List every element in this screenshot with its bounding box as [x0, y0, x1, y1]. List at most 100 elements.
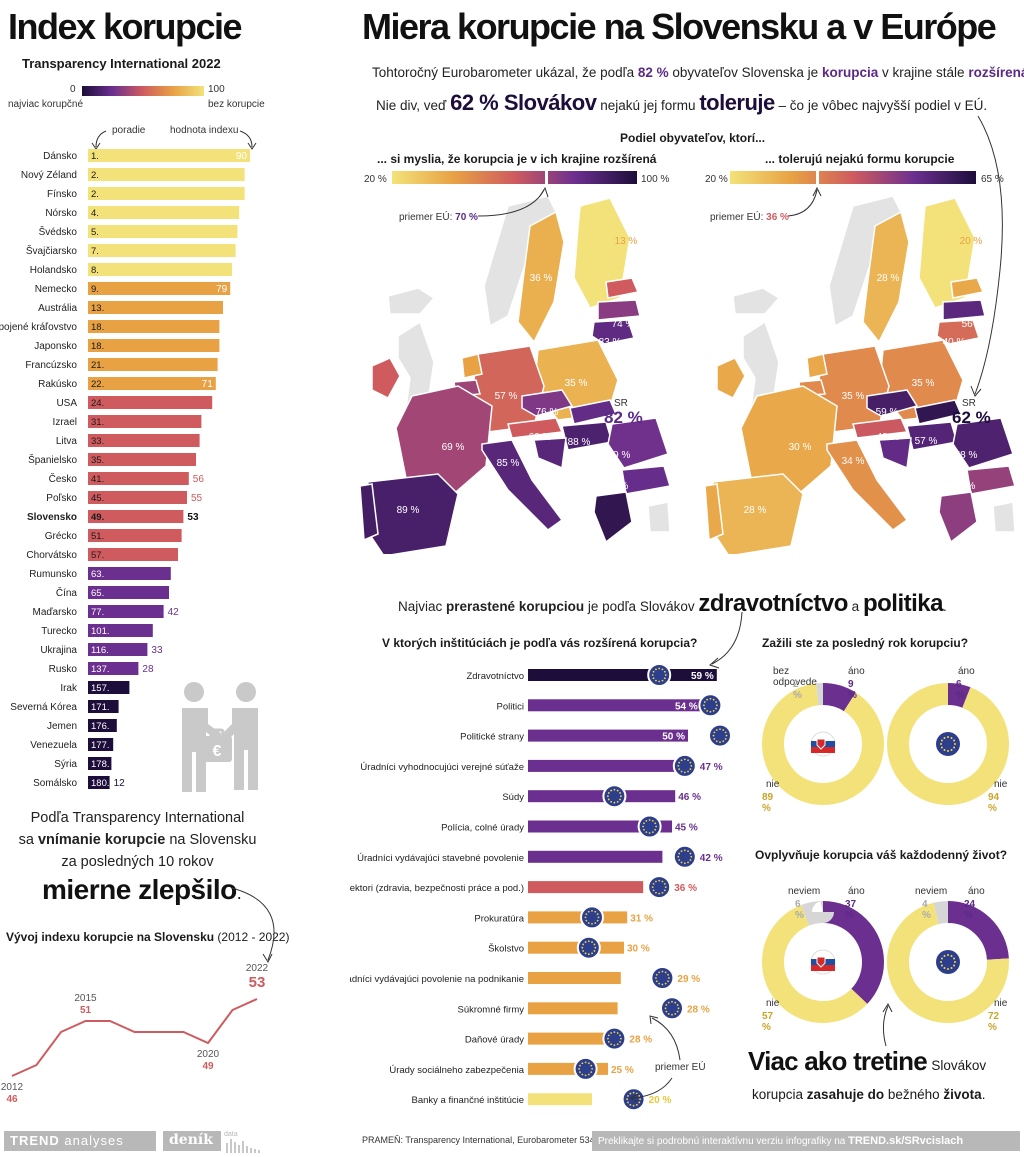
map-country-iceland: [732, 287, 781, 315]
cpi-rank-label: 18.: [91, 322, 104, 333]
cpi-rank-label: 176.: [91, 721, 110, 732]
sk-trend-year-label: 2020: [197, 1049, 220, 1060]
map-value-label: 13 %: [615, 236, 638, 247]
donut-conclusion-d: bežného: [887, 1087, 940, 1102]
cpi-country-label: Poľsko: [46, 493, 77, 504]
eu-average-badge: [650, 966, 675, 990]
institution-label: Zdravotníctvo: [466, 671, 524, 682]
donut-segment: [762, 683, 884, 805]
cpi-rank-label: 35.: [91, 455, 104, 466]
map-value-label: 59 %: [876, 407, 899, 418]
cpi-bar: [88, 548, 178, 561]
institution-bar: [528, 850, 663, 863]
institutions-intro-a: Najviac: [398, 599, 443, 614]
cpi-bar: [88, 643, 148, 656]
map-left-sr-value: 82 %: [604, 408, 643, 427]
header-line1-e: rozšírená: [968, 65, 1024, 80]
map-value-label: 43 %: [877, 432, 900, 443]
cpi-summary-line3: za posledných 10 rokov: [61, 854, 214, 870]
cpi-country-label: Austrália: [38, 303, 77, 314]
donut-q2-title: Ovplyvňuje korupcia váš každodenný život…: [755, 848, 1008, 862]
donut-q1-title: Zažili ste za posledný rok korupciu?: [762, 636, 969, 650]
cpi-bar: [88, 605, 164, 618]
institutions-eu-note: priemer EÚ: [655, 1062, 706, 1073]
institution-label: Úrady sociálneho zabezpečenia: [389, 1065, 524, 1076]
cpi-rank-label: 41.: [91, 474, 104, 485]
map-right-eu-value: 36 %: [766, 212, 789, 223]
cpi-bar: [88, 320, 220, 333]
cpi-rank-label: 57.: [91, 550, 104, 561]
footer-cta-link[interactable]: Preklikajte si podrobnú interaktívnu ver…: [592, 1131, 1020, 1151]
map-country-ireland: [371, 357, 401, 399]
map-country-portugal: [704, 483, 724, 542]
map-value-label: 60 %: [529, 432, 552, 443]
header-line1-c: korupcia: [821, 65, 879, 80]
donut-conclusion-b: korupcia: [752, 1087, 804, 1102]
cpi-rank-label: 8.: [91, 265, 99, 276]
institution-label: Školstvo: [488, 944, 524, 955]
cpi-bar: [88, 662, 139, 675]
header-line2-c: toleruje: [699, 90, 775, 115]
institution-bar: [528, 1002, 618, 1015]
map-country-ireland: [716, 357, 746, 399]
cpi-bar: [88, 358, 218, 371]
footer-bars-icon: [226, 1139, 260, 1153]
q2-sk-dk-value: 6 %: [795, 899, 804, 921]
cpi-bar: [88, 719, 117, 732]
map-country-iceland: [387, 287, 436, 315]
eu-average-badge: [672, 753, 697, 778]
map-country-bulgaria: [966, 465, 1015, 495]
map-country-netherlands: [461, 353, 483, 379]
cpi-bar-chart: Dánsko 1. 90 Nový Zéland 2. Fínsko 2. Nórsko 4. Š…: [0, 149, 250, 789]
cpi-value-label: 42: [168, 607, 180, 618]
cpi-rank-label: 180.: [91, 778, 110, 789]
map-left-title: ... si myslia, že korupcia je v ich kraj…: [377, 152, 657, 166]
header-line1: Tohtoročný Eurobarometer ukázal, že podľ…: [372, 65, 1024, 80]
q1-eu-no-label: nie: [994, 779, 1008, 790]
q2-sk-yes-value: 37 %: [845, 899, 857, 921]
cpi-bar: [88, 681, 130, 694]
cpi-rank-column-label: poradie: [112, 125, 146, 136]
header-line1-d: v krajine stále: [882, 65, 965, 80]
header-line2-big: 62 % Slovákov: [450, 90, 597, 115]
cpi-bar: [88, 339, 220, 352]
cpi-rank-label: 5.: [91, 227, 99, 238]
q1-sk-no-label: nie: [766, 779, 780, 790]
map-right-eu-label: priemer EÚ:: [710, 212, 764, 223]
cpi-rank-label: 63.: [91, 569, 104, 580]
cpi-rank-label: 101.: [91, 626, 110, 637]
map-value-label: 20 %: [960, 236, 983, 247]
cpi-rank-label: 33.: [91, 436, 104, 447]
cpi-bar: [88, 244, 236, 257]
donut-conclusion-c: zasahuje do: [806, 1087, 885, 1102]
cpi-rank-label: 49.: [91, 512, 104, 523]
map-country-lithuania: [591, 319, 635, 345]
map-value-label: 49 %: [953, 481, 976, 492]
cpi-title: Index korupcie: [8, 6, 243, 47]
donut-arrow: [882, 1002, 893, 1047]
header-line2: Nie div, veď 62 % Slovákov nejakú jej fo…: [376, 90, 987, 116]
cpi-rank-label: 65.: [91, 588, 104, 599]
map-left-eu-avg: priemer EÚ: 70 %: [399, 212, 478, 223]
svg-text:€: €: [213, 743, 222, 760]
institution-label: Úradníci vydávajúci povolenie na podnika…: [350, 974, 524, 985]
cpi-country-label: USA: [56, 398, 77, 409]
donut-conclusion-big: Viac ako tretine: [748, 1046, 928, 1076]
footer-brand-denik-data: data: [224, 1131, 238, 1138]
institution-label: Úradníci vyhodnocujúci verejné súťaže: [360, 762, 524, 773]
institution-label: Polícia, colné úrady: [441, 823, 524, 834]
cpi-legend-max-label: bez korupcie: [208, 99, 265, 110]
cpi-rank-label: 178.: [91, 759, 110, 770]
cpi-summary-line2-c: na Slovensku: [169, 832, 257, 848]
institution-label: Súdy: [502, 792, 524, 803]
main-title: Miera korupcie na Slovensku a v Európe: [362, 6, 997, 47]
institution-bar: [528, 881, 644, 894]
footer-cta-url[interactable]: TREND.sk/SRvcislach: [848, 1135, 964, 1147]
cpi-country-label: Spojené kráľovstvo: [0, 322, 77, 333]
cpi-country-label: Nový Zéland: [21, 170, 77, 181]
donut-conclusion-f: .: [981, 1087, 986, 1102]
donut-segment: [762, 901, 884, 1023]
q1-eu-yes-value: 6 %: [956, 679, 965, 701]
eu-flag-icon: [936, 732, 960, 756]
